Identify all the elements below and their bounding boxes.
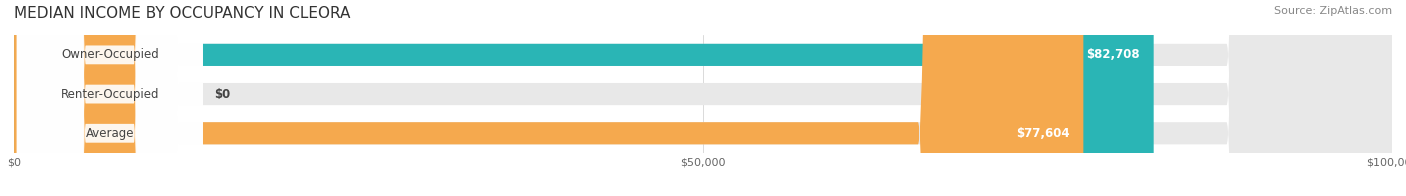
FancyBboxPatch shape <box>14 0 1392 196</box>
FancyBboxPatch shape <box>14 0 1392 196</box>
Text: Source: ZipAtlas.com: Source: ZipAtlas.com <box>1274 6 1392 16</box>
FancyBboxPatch shape <box>17 0 202 196</box>
Text: Owner-Occupied: Owner-Occupied <box>60 48 159 61</box>
Text: MEDIAN INCOME BY OCCUPANCY IN CLEORA: MEDIAN INCOME BY OCCUPANCY IN CLEORA <box>14 6 350 21</box>
FancyBboxPatch shape <box>14 0 1392 196</box>
Text: $82,708: $82,708 <box>1087 48 1140 61</box>
FancyBboxPatch shape <box>14 0 1084 196</box>
FancyBboxPatch shape <box>17 0 202 196</box>
Text: $0: $0 <box>214 88 231 101</box>
FancyBboxPatch shape <box>14 0 1154 196</box>
Text: $77,604: $77,604 <box>1017 127 1070 140</box>
Text: Average: Average <box>86 127 134 140</box>
Text: Renter-Occupied: Renter-Occupied <box>60 88 159 101</box>
FancyBboxPatch shape <box>17 0 202 196</box>
